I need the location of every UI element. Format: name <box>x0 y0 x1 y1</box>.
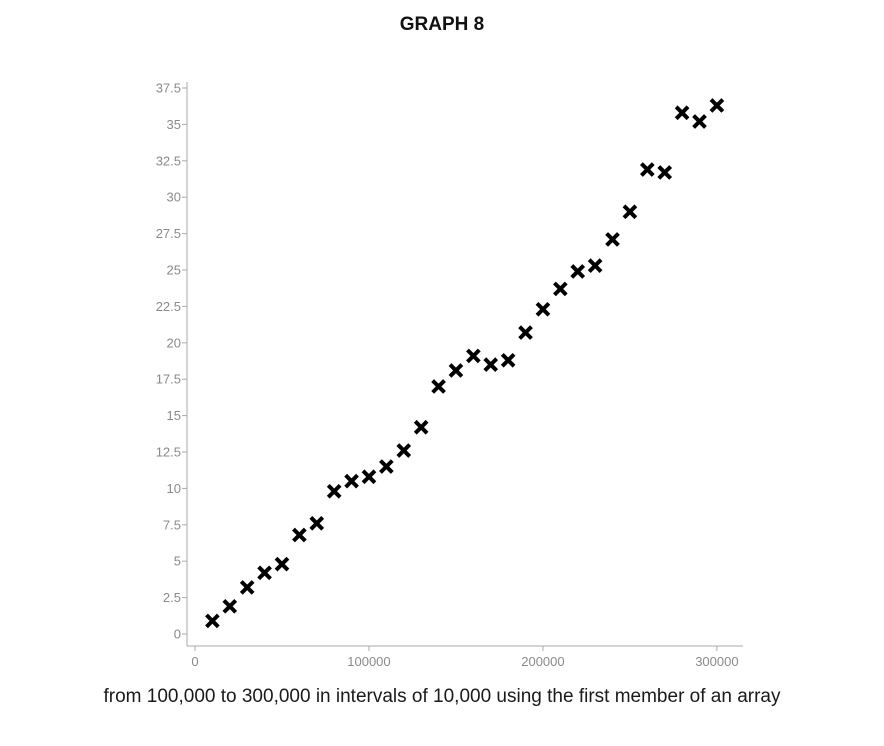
data-point <box>379 459 394 474</box>
y-tick-label: 27.5 <box>156 226 181 241</box>
x-tick-label: 300000 <box>695 654 738 669</box>
y-tick-label: 35 <box>167 117 181 132</box>
data-point <box>605 232 620 247</box>
data-point <box>639 162 655 177</box>
data-point <box>413 419 429 435</box>
y-tick-label: 5 <box>174 554 181 569</box>
y-tick-label: 37.5 <box>156 81 181 96</box>
data-point <box>396 443 412 458</box>
y-tick-label: 25 <box>167 263 181 278</box>
data-points <box>205 98 725 629</box>
data-point <box>257 565 272 581</box>
data-point <box>570 264 586 279</box>
data-point <box>500 352 516 368</box>
y-tick-label: 22.5 <box>156 299 181 314</box>
data-point <box>518 325 533 340</box>
data-point <box>622 204 638 220</box>
chart-caption: from 100,000 to 300,000 in intervals of … <box>103 686 781 707</box>
data-point <box>361 469 377 485</box>
data-point <box>431 379 446 394</box>
y-tick-label: 12.5 <box>156 445 181 460</box>
data-point <box>709 98 725 113</box>
x-axis-ticks: 0 100000 200000 300000 <box>191 646 739 669</box>
data-point <box>483 357 499 372</box>
y-tick-label: 32.5 <box>156 153 181 168</box>
data-point <box>292 527 307 543</box>
data-point <box>326 483 342 499</box>
data-point <box>344 473 359 489</box>
y-tick-label: 17.5 <box>156 372 181 387</box>
y-tick-label: 0 <box>174 627 181 642</box>
y-tick-label: 7.5 <box>163 517 181 532</box>
data-point <box>692 114 707 129</box>
data-point <box>466 348 481 364</box>
y-tick-label: 10 <box>167 481 181 496</box>
data-point <box>222 599 238 614</box>
y-tick-label: 15 <box>167 408 181 423</box>
x-tick-label: 100000 <box>347 654 390 669</box>
x-tick-label: 0 <box>191 654 198 669</box>
axes <box>186 82 743 647</box>
data-point <box>535 301 551 317</box>
data-point <box>587 258 603 273</box>
data-point <box>239 580 255 595</box>
x-tick-label: 200000 <box>521 654 564 669</box>
chart-title: GRAPH 8 <box>399 14 485 35</box>
data-point <box>553 281 568 297</box>
y-tick-label: 20 <box>167 335 181 350</box>
data-point <box>674 105 690 121</box>
y-tick-label: 30 <box>167 190 181 205</box>
data-point <box>274 556 290 572</box>
y-tick-label: 2.5 <box>163 590 181 605</box>
y-axis-ticks: 0 2.5 5 7.5 10 12.5 15 17.5 20 22.5 25 27.5 30 32.5 35… <box>156 81 187 642</box>
data-point <box>448 363 464 378</box>
data-point <box>309 516 325 531</box>
data-point <box>205 613 220 629</box>
data-point <box>657 165 673 180</box>
